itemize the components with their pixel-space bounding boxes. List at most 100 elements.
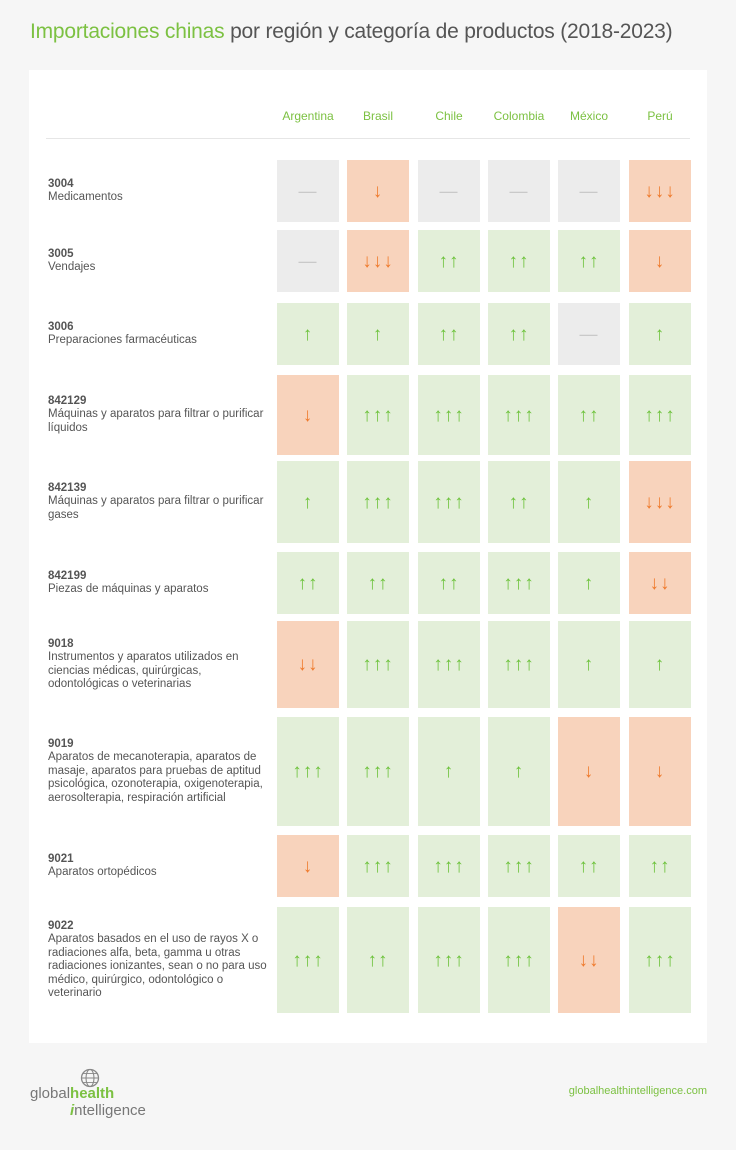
- trend-down-icon: ↓: [277, 375, 339, 455]
- logo-health: health: [70, 1085, 115, 1102]
- trend-up-icon: ↑↑↑: [418, 461, 480, 543]
- no-change-icon: —: [277, 230, 339, 292]
- row-description: Vendajes: [48, 261, 96, 273]
- trend-up-icon: ↑↑: [488, 230, 550, 292]
- trend-down-icon: ↓↓↓: [629, 461, 691, 543]
- row-code: 3005: [48, 247, 74, 260]
- row-description: Medicamentos: [48, 191, 123, 203]
- trend-up-icon: ↑↑: [277, 552, 339, 614]
- page-title: Importaciones chinas por región y catego…: [30, 20, 673, 44]
- trend-up-icon: ↑↑↑: [277, 717, 339, 826]
- row-description: Piezas de máquinas y aparatos: [48, 583, 209, 595]
- trend-up-icon: ↑↑: [418, 230, 480, 292]
- trend-up-icon: ↑↑↑: [418, 907, 480, 1013]
- trend-up-icon: ↑↑: [558, 835, 620, 897]
- row-label: 842199 Piezas de máquinas y aparatos: [48, 570, 270, 597]
- column-header: Perú: [647, 109, 673, 123]
- import-trend-table: Argentina Brasil Chile Colombia México Perú 30…: [29, 70, 707, 1043]
- header-divider: [46, 138, 690, 139]
- row-description: Máquinas y aparatos para filtrar o purif…: [48, 495, 264, 521]
- logo-text-bottom: intelligence: [70, 1102, 146, 1119]
- trend-up-icon: ↑↑↑: [629, 907, 691, 1013]
- row-label: 9021 Aparatos ortopédicos: [48, 853, 270, 880]
- row-code: 842199: [48, 569, 87, 582]
- row-description: Preparaciones farmacéuticas: [48, 334, 197, 346]
- trend-up-icon: ↑: [347, 303, 409, 365]
- trend-up-icon: ↑↑↑: [347, 461, 409, 543]
- no-change-icon: —: [418, 160, 480, 222]
- trend-up-icon: ↑: [558, 461, 620, 543]
- trend-up-icon: ↑: [277, 461, 339, 543]
- row-code: 3006: [48, 320, 74, 333]
- row-code: 3004: [48, 177, 74, 190]
- row-code: 9018: [48, 637, 74, 650]
- trend-up-icon: ↑: [629, 621, 691, 708]
- row-description: Máquinas y aparatos para filtrar o purif…: [48, 408, 264, 434]
- row-code: 842129: [48, 394, 87, 407]
- trend-down-icon: ↓↓: [629, 552, 691, 614]
- trend-down-icon: ↓: [558, 717, 620, 826]
- trend-down-icon: ↓↓↓: [629, 160, 691, 222]
- row-label: 3005 Vendajes: [48, 248, 270, 275]
- trend-up-icon: ↑↑↑: [488, 552, 550, 614]
- no-change-icon: —: [488, 160, 550, 222]
- trend-up-icon: ↑↑: [418, 303, 480, 365]
- trend-up-icon: ↑↑↑: [277, 907, 339, 1013]
- column-header: Brasil: [362, 109, 393, 123]
- row-label: 9018 Instrumentos y aparatos utilizados e…: [48, 638, 270, 692]
- trend-down-icon: ↓: [347, 160, 409, 222]
- trend-down-icon: ↓↓: [277, 621, 339, 708]
- trend-down-icon: ↓: [277, 835, 339, 897]
- trend-up-icon: ↑↑: [488, 461, 550, 543]
- row-code: 842139: [48, 481, 87, 494]
- trend-down-icon: ↓: [629, 230, 691, 292]
- trend-up-icon: ↑↑↑: [488, 907, 550, 1013]
- trend-up-icon: ↑: [558, 552, 620, 614]
- row-description: Aparatos ortopédicos: [48, 866, 157, 878]
- no-change-icon: —: [277, 160, 339, 222]
- row-description: Aparatos basados en el uso de rayos X o …: [48, 933, 267, 999]
- trend-up-icon: ↑↑: [347, 552, 409, 614]
- logo: globalhealth intelligence: [30, 1068, 170, 1124]
- trend-up-icon: ↑↑↑: [488, 621, 550, 708]
- trend-up-icon: ↑↑↑: [347, 717, 409, 826]
- title-rest: por región y categoría de productos (201…: [224, 20, 673, 43]
- column-header: México: [569, 109, 608, 123]
- trend-down-icon: ↓↓↓: [347, 230, 409, 292]
- trend-up-icon: ↑↑: [418, 552, 480, 614]
- row-label: 3006 Preparaciones farmacéuticas: [48, 321, 270, 348]
- title-highlight: Importaciones chinas: [30, 20, 225, 43]
- trend-up-icon: ↑: [558, 621, 620, 708]
- row-code: 9019: [48, 737, 74, 750]
- trend-up-icon: ↑↑↑: [347, 375, 409, 455]
- row-label: 842129 Máquinas y aparatos para filtrar o…: [48, 395, 270, 436]
- trend-up-icon: ↑↑: [488, 303, 550, 365]
- row-description: Instrumentos y aparatos utilizados en ci…: [48, 651, 239, 690]
- trend-up-icon: ↑↑↑: [347, 835, 409, 897]
- footer-url[interactable]: globalhealthintelligence.com: [568, 1085, 707, 1097]
- trend-up-icon: ↑↑: [558, 375, 620, 455]
- row-label: 9019 Aparatos de mecanoterapia, aparatos …: [48, 738, 270, 806]
- row-label: 3004 Medicamentos: [48, 178, 270, 205]
- trend-up-icon: ↑↑↑: [488, 375, 550, 455]
- trend-down-icon: ↓: [629, 717, 691, 826]
- trend-up-icon: ↑↑↑: [418, 375, 480, 455]
- trend-up-icon: ↑↑: [347, 907, 409, 1013]
- logo-text-top: globalhealth: [30, 1085, 114, 1102]
- trend-up-icon: ↑↑: [558, 230, 620, 292]
- trend-up-icon: ↑↑↑: [347, 621, 409, 708]
- logo-intelligence: ntelligence: [74, 1102, 146, 1119]
- trend-up-icon: ↑: [418, 717, 480, 826]
- globe-icon: [80, 1068, 100, 1088]
- trend-down-icon: ↓↓: [558, 907, 620, 1013]
- logo-global: global: [30, 1085, 71, 1102]
- trend-up-icon: ↑: [277, 303, 339, 365]
- logo-i: i: [70, 1102, 75, 1119]
- trend-up-icon: ↑: [488, 717, 550, 826]
- row-description: Aparatos de mecanoterapia, aparatos de m…: [48, 751, 263, 804]
- row-code: 9022: [48, 919, 74, 932]
- trend-up-icon: ↑↑↑: [418, 621, 480, 708]
- row-code: 9021: [48, 852, 74, 865]
- column-header: Colombia: [493, 109, 545, 123]
- row-label: 9022 Aparatos basados en el uso de rayos …: [48, 920, 270, 1001]
